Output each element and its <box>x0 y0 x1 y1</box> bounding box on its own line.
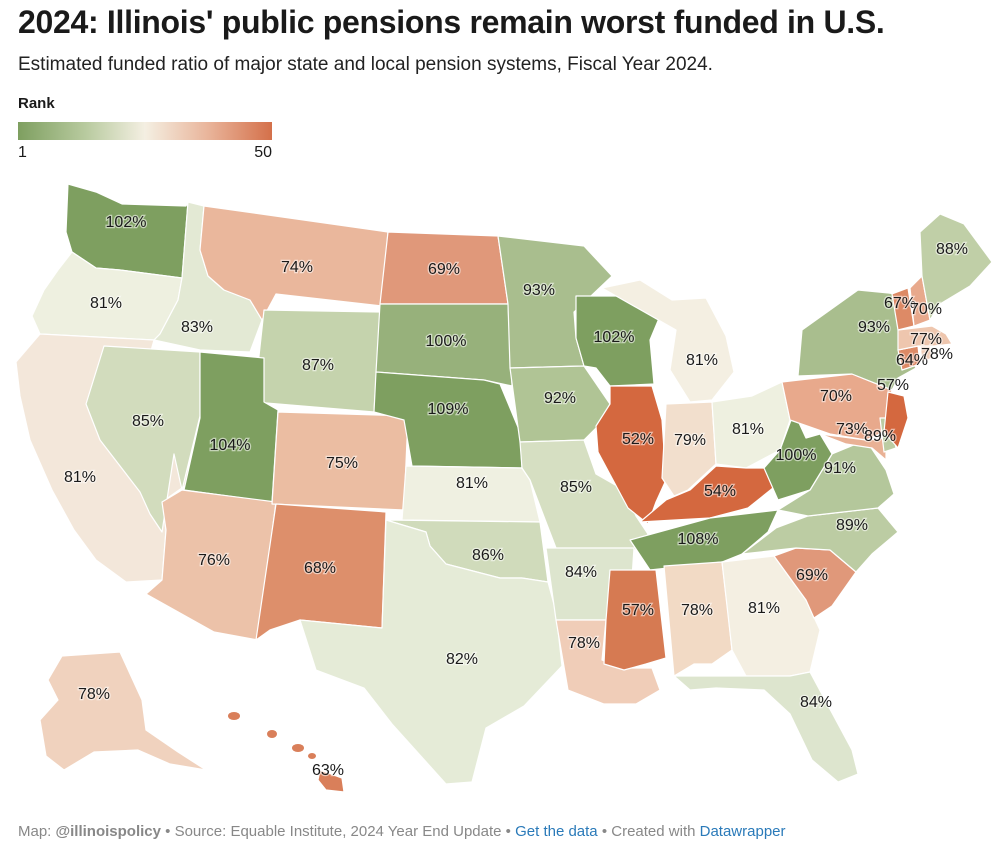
state-label-oh: 81% <box>732 421 764 438</box>
state-label-nd: 69% <box>428 261 460 278</box>
state-hi-island[interactable] <box>228 712 240 720</box>
state-label-az: 76% <box>198 552 230 569</box>
state-label-de: 89% <box>864 428 896 445</box>
state-label-me: 88% <box>936 241 968 258</box>
state-ms[interactable] <box>603 569 667 671</box>
chart-subtitle: Estimated funded ratio of major state an… <box>18 54 713 75</box>
state-mi[interactable] <box>601 279 735 403</box>
state-label-ak: 78% <box>78 686 110 703</box>
state-label-nh: 70% <box>910 301 942 318</box>
footer-map-prefix: Map: <box>18 823 56 840</box>
state-ky[interactable] <box>639 465 779 523</box>
state-label-ok: 86% <box>472 547 504 564</box>
state-ks[interactable] <box>401 465 541 523</box>
state-label-mo: 85% <box>560 479 592 496</box>
state-hi[interactable] <box>317 769 345 793</box>
state-label-il: 52% <box>622 431 654 448</box>
legend-title: Rank <box>18 95 55 112</box>
chart-title: 2024: Illinois' public pensions remain w… <box>18 4 885 40</box>
state-me[interactable] <box>919 213 993 321</box>
state-label-sd: 100% <box>426 333 467 350</box>
state-la[interactable] <box>555 619 661 705</box>
state-label-nm: 68% <box>304 560 336 577</box>
state-label-ca: 81% <box>64 469 96 486</box>
state-hi-island[interactable] <box>267 730 277 738</box>
state-label-ut: 104% <box>210 437 251 454</box>
state-label-in: 79% <box>674 432 706 449</box>
state-label-pa: 70% <box>820 388 852 405</box>
state-tn[interactable] <box>629 509 779 571</box>
state-nj[interactable] <box>883 391 909 449</box>
state-label-mi: 81% <box>686 352 718 369</box>
state-ak[interactable] <box>39 651 207 771</box>
state-label-wv: 100% <box>776 447 817 464</box>
state-label-ms: 57% <box>622 602 654 619</box>
state-label-mn: 93% <box>523 282 555 299</box>
state-label-ma: 77% <box>910 331 942 348</box>
footer-created: • Created with <box>597 823 700 840</box>
state-label-nj: 57% <box>877 377 909 394</box>
us-map: 102% 81% 81% 83% 85% 74% 87% 104% 76% 75% 68% 69% 10… <box>0 168 994 816</box>
footer: Map: @illinoispolicy • Source: Equable I… <box>18 823 786 840</box>
state-label-nv: 85% <box>132 413 164 430</box>
state-label-co: 75% <box>326 455 358 472</box>
state-label-ct: 64% <box>896 352 928 369</box>
state-label-ar: 84% <box>565 564 597 581</box>
state-label-mt: 74% <box>281 259 313 276</box>
state-label-va: 91% <box>824 460 856 477</box>
state-label-ky: 54% <box>704 483 736 500</box>
state-label-wa: 102% <box>106 214 147 231</box>
state-label-ri: 78% <box>921 346 953 363</box>
state-label-ks: 81% <box>456 475 488 492</box>
state-md[interactable] <box>819 433 887 461</box>
legend-min-label: 1 <box>18 144 27 161</box>
state-label-ia: 92% <box>544 390 576 407</box>
legend-max-label: 50 <box>254 144 272 161</box>
state-label-vt: 67% <box>884 295 916 312</box>
get-data-link[interactable]: Get the data <box>515 823 598 840</box>
state-ma[interactable] <box>897 325 953 351</box>
state-label-wi: 102% <box>594 329 635 346</box>
state-hi-island[interactable] <box>308 753 316 759</box>
state-il[interactable] <box>595 385 667 525</box>
footer-source: • Source: Equable Institute, 2024 Year E… <box>161 823 516 840</box>
state-fl[interactable] <box>673 671 859 783</box>
state-label-ny: 93% <box>858 319 890 336</box>
state-label-fl: 84% <box>800 694 832 711</box>
state-label-tx: 82% <box>446 651 478 668</box>
state-label-tn: 108% <box>678 531 719 548</box>
state-label-md: 73% <box>836 421 868 438</box>
state-label-ne: 109% <box>428 401 469 418</box>
legend-color-bar <box>18 122 272 140</box>
state-label-sc: 69% <box>796 567 828 584</box>
datawrapper-link[interactable]: Datawrapper <box>699 823 786 840</box>
state-label-hi: 63% <box>312 762 344 779</box>
state-nc[interactable] <box>741 507 899 573</box>
state-label-id: 83% <box>181 319 213 336</box>
state-label-al: 78% <box>681 602 713 619</box>
state-label-la: 78% <box>568 635 600 652</box>
state-label-or: 81% <box>90 295 122 312</box>
state-hi-island[interactable] <box>292 744 304 752</box>
state-label-nc: 89% <box>836 517 868 534</box>
state-label-ga: 81% <box>748 600 780 617</box>
state-label-wy: 87% <box>302 357 334 374</box>
footer-author[interactable]: @illinoispolicy <box>55 823 161 840</box>
